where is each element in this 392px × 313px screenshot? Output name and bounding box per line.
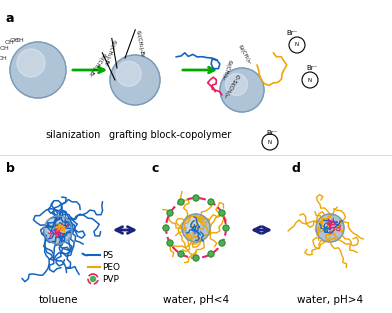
Text: -Si(CH₂)ₙ-: -Si(CH₂)ₙ- bbox=[220, 58, 232, 81]
Text: -Si(CH₂)ₙBr: -Si(CH₂)ₙBr bbox=[135, 29, 145, 58]
Text: d: d bbox=[292, 162, 301, 175]
Text: N: N bbox=[268, 140, 272, 145]
Circle shape bbox=[319, 218, 334, 232]
Text: PVP: PVP bbox=[102, 275, 119, 284]
Circle shape bbox=[316, 214, 344, 242]
Text: water, pH>4: water, pH>4 bbox=[297, 295, 363, 305]
Circle shape bbox=[185, 218, 200, 232]
Text: OH: OH bbox=[15, 38, 25, 44]
Text: OH: OH bbox=[0, 55, 7, 60]
Circle shape bbox=[91, 276, 96, 281]
Text: PS: PS bbox=[102, 250, 113, 259]
Circle shape bbox=[219, 240, 225, 246]
Circle shape bbox=[225, 74, 247, 95]
Circle shape bbox=[178, 251, 184, 257]
Circle shape bbox=[182, 214, 210, 242]
Text: N: N bbox=[308, 78, 312, 83]
Circle shape bbox=[10, 42, 66, 98]
Circle shape bbox=[163, 225, 169, 231]
Text: a: a bbox=[6, 12, 15, 25]
Text: Br⁻: Br⁻ bbox=[266, 130, 278, 136]
Text: -Si(CH₂)ₙBr: -Si(CH₂)ₙBr bbox=[86, 51, 106, 78]
Text: -Si(CH₂)ₙBr: -Si(CH₂)ₙBr bbox=[102, 38, 116, 66]
Circle shape bbox=[167, 240, 173, 246]
Circle shape bbox=[47, 219, 62, 233]
Text: toluene: toluene bbox=[38, 295, 78, 305]
Circle shape bbox=[193, 255, 199, 261]
Text: water, pH<4: water, pH<4 bbox=[163, 295, 229, 305]
Circle shape bbox=[178, 199, 184, 205]
Text: Br⁻: Br⁻ bbox=[286, 30, 298, 36]
Circle shape bbox=[208, 199, 214, 205]
Text: OH: OH bbox=[5, 40, 15, 45]
Text: OH: OH bbox=[10, 38, 20, 43]
Text: b: b bbox=[6, 162, 15, 175]
Circle shape bbox=[116, 61, 141, 86]
Text: grafting block-copolymer: grafting block-copolymer bbox=[109, 130, 231, 140]
Text: c: c bbox=[152, 162, 160, 175]
Circle shape bbox=[110, 55, 160, 105]
Circle shape bbox=[223, 225, 229, 231]
Circle shape bbox=[220, 68, 264, 112]
Text: OH: OH bbox=[0, 45, 10, 50]
Circle shape bbox=[219, 210, 225, 216]
Circle shape bbox=[208, 251, 214, 257]
Text: N: N bbox=[295, 43, 299, 48]
Text: -Si(CH₂)ₙ-: -Si(CH₂)ₙ- bbox=[237, 44, 252, 66]
Circle shape bbox=[44, 216, 72, 244]
Circle shape bbox=[167, 210, 173, 216]
Circle shape bbox=[17, 49, 45, 77]
Text: silanization: silanization bbox=[45, 130, 101, 140]
Text: Br⁻: Br⁻ bbox=[306, 65, 318, 71]
Circle shape bbox=[193, 195, 199, 201]
Text: PEO: PEO bbox=[102, 263, 120, 271]
Text: -O-Si(CH₂)ₙ-: -O-Si(CH₂)ₙ- bbox=[222, 72, 241, 99]
